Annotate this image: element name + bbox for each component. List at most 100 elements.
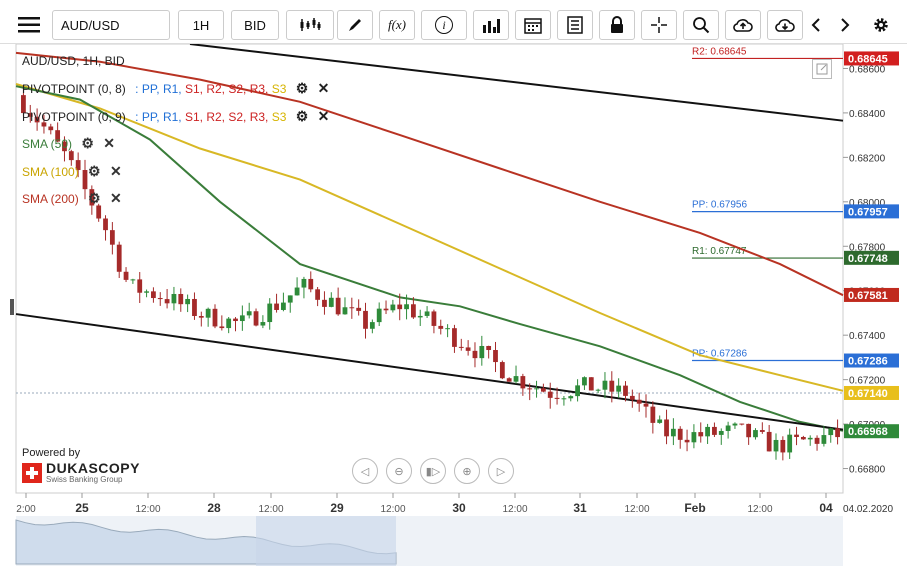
navigator-window[interactable] [256,516,396,566]
scroll-left-button[interactable] [806,10,826,40]
candle-body [349,307,355,309]
chevron-right-icon [841,18,850,32]
candle-body [616,385,622,392]
lock-button[interactable] [599,10,635,40]
indicators-button[interactable]: f(x) [379,10,415,40]
pivot1-name: PIVOTPOINT (0, 8) [22,82,126,96]
x-tick-label: Feb [684,501,705,515]
pivot-level-s2: S2, [228,110,250,124]
zoom-out-button[interactable]: ⊖ [386,458,412,484]
upload-button[interactable] [725,10,761,40]
zoom-in-button[interactable]: ⊕ [454,458,480,484]
candle-body [595,389,601,391]
close-icon[interactable]: ✕ [317,108,330,124]
y-tick-label: 0.68400 [849,109,886,120]
zoom-button[interactable] [683,10,719,40]
gear-icon[interactable]: ⚙ [88,190,101,206]
close-icon[interactable]: ✕ [103,135,115,151]
candle-body [732,423,738,426]
scroll-right-button[interactable] [835,10,855,40]
candle-body [417,315,423,318]
settings-button[interactable] [868,10,894,40]
candle-body [602,380,608,390]
candle-body [55,130,61,142]
symbol-label: AUD/USD [61,17,120,33]
scroll-back-button[interactable]: ◁ [352,458,378,484]
close-icon[interactable]: ✕ [109,163,122,179]
price-chart[interactable]: R2: 0.68645 PP: 0.67956 R1: 0.67747 PP: 0.6… [0,43,907,567]
report-button[interactable] [557,10,593,40]
candle-body [103,218,108,231]
pivot-level-pp: PP, [141,82,163,96]
chart-area[interactable]: R2: 0.68645 PP: 0.67956 R1: 0.67747 PP: 0.6… [0,43,907,567]
candle-body [814,437,820,444]
sma100-line [15,83,844,392]
volume-button[interactable] [473,10,509,40]
candle-body [89,189,95,206]
x-tick-label: 30 [452,501,466,515]
candle-body [800,436,806,440]
price-badge [844,250,899,265]
pivot-level-pp: PP, [141,110,163,124]
candle-body [807,437,813,440]
candle-body [164,299,170,304]
scroll-forward-button[interactable]: ▷ [488,458,514,484]
candle-body [670,428,676,437]
sma100-label: SMA (100) [22,165,79,179]
candle-body [821,435,827,444]
side-label: BID [244,17,266,33]
timeframe-selector[interactable]: 1H [178,10,224,40]
close-icon[interactable]: ✕ [109,190,122,206]
price-badge-label: 0.67957 [848,206,888,218]
gear-icon[interactable]: ⚙ [88,163,101,179]
pivot2-name: PIVOTPOINT (0, 9) [22,110,126,124]
candle-body [718,430,724,435]
y-tick-label: 0.68200 [849,153,886,164]
sma50-label: SMA (50) [22,137,73,151]
chart-navigation: ◁ ⊖ ▮▷ ⊕ ▷ [352,458,514,484]
price-badge-label: 0.68645 [848,53,888,65]
y-tick-label: 0.68000 [849,198,886,209]
side-selector[interactable]: BID [231,10,279,40]
candle-body [96,205,102,219]
sma200-line [15,51,844,297]
calendar-button[interactable] [515,10,551,40]
gear-icon[interactable]: ⚙ [81,135,94,151]
price-badge [844,353,899,368]
channel-lower-line[interactable] [15,313,844,431]
hamburger-menu-icon[interactable] [12,10,46,40]
candle-body [287,295,293,303]
candle-body [657,419,663,423]
download-button[interactable] [767,10,803,40]
gear-icon[interactable]: ⚙ [295,108,309,124]
toolbar: AUD/USD 1H BID f(x) i [0,0,907,44]
x-tick-label: 28 [207,501,221,515]
candle-body [226,318,232,329]
crosshair-button[interactable] [641,10,677,40]
chart-type-button[interactable] [286,10,334,40]
info-button[interactable]: i [421,10,467,40]
resize-handle[interactable] [10,299,14,315]
gear-icon[interactable]: ⚙ [295,80,309,96]
price-badge [844,385,899,400]
date-label: 04.02.2020 [843,504,893,515]
candle-body [157,298,163,300]
pivot-level-r3: R3, [249,110,272,124]
chart-expand-button[interactable] [812,59,832,79]
candle-body [445,328,450,330]
symbol-selector[interactable]: AUD/USD [52,10,170,40]
reset-view-button[interactable]: ▮▷ [420,458,446,484]
candle-body [582,377,587,386]
candle-body [684,439,690,443]
channel-upper-line[interactable] [189,43,844,122]
close-icon[interactable]: ✕ [317,80,330,96]
draw-button[interactable] [337,10,373,40]
candle-body [369,322,375,329]
candle-body [68,151,74,161]
candle-body [239,315,245,322]
x-tick-label: 12:00 [135,504,160,515]
candle-body [629,395,635,400]
candle-body [691,432,697,443]
plot-area[interactable] [15,43,844,494]
candle-body [75,160,81,171]
